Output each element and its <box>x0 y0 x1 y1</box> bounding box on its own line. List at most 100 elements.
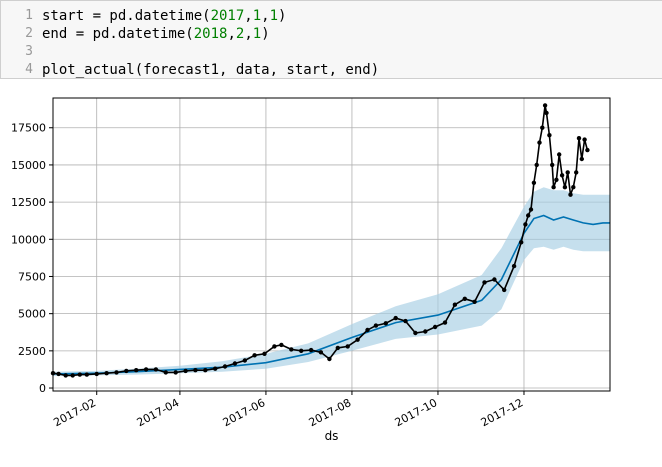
actual-point <box>523 222 528 227</box>
actual-point <box>554 177 559 182</box>
actual-point <box>393 315 398 321</box>
actual-point <box>585 147 590 153</box>
actual-point <box>528 207 534 212</box>
actual-point <box>383 321 388 326</box>
code-token: ) <box>278 8 287 24</box>
x-tick-label: 2017-06 <box>221 396 268 429</box>
actual-point <box>114 370 119 375</box>
y-tick-label: 5000 <box>18 308 46 321</box>
actual-point <box>327 356 332 362</box>
actual-point <box>544 110 549 116</box>
actual-point <box>163 370 168 375</box>
actual-point <box>143 367 149 372</box>
actual-point <box>579 156 584 162</box>
actual-point <box>413 330 418 336</box>
x-tick-label: 2017-04 <box>135 396 182 429</box>
actual-point <box>574 170 579 175</box>
actual-point <box>355 337 360 342</box>
actual-point <box>335 345 340 351</box>
actual-point <box>492 277 497 282</box>
actual-point <box>94 371 99 377</box>
code-token: , <box>261 8 270 24</box>
actual-point <box>262 351 267 356</box>
actual-point <box>534 162 539 168</box>
forecast-chart: 0 2500 5000 7500 10000 12500 15000 17500 2017-02… <box>11 97 611 443</box>
actual-point <box>193 368 198 373</box>
y-tick-label: 17500 <box>11 122 46 135</box>
actual-point <box>56 371 61 377</box>
code-token: end = pd.datetime( <box>42 26 194 42</box>
actual-point <box>232 361 238 366</box>
y-tick-label: 7500 <box>18 270 46 283</box>
actual-point <box>403 318 408 324</box>
code-token: , <box>244 26 253 42</box>
axes-frame <box>52 97 611 392</box>
actual-point <box>557 152 562 157</box>
actual-point <box>279 342 284 348</box>
y-tick-label: 15000 <box>11 159 46 172</box>
actual-point <box>213 366 218 371</box>
actual-point <box>84 372 90 377</box>
x-tick-label: 2017-08 <box>307 396 354 429</box>
y-tick-label: 10000 <box>11 233 46 246</box>
actual-point <box>511 263 517 269</box>
code-line: plot_actual(forecast1, data, start, end) <box>42 61 379 79</box>
line-number: 3 <box>25 44 33 59</box>
code-number-token: 2018 <box>193 26 228 42</box>
code-number-token: 1 <box>252 26 262 42</box>
actual-point <box>423 329 428 334</box>
actual-point <box>442 320 448 325</box>
actual-point <box>582 137 587 142</box>
actual-point <box>540 125 545 130</box>
actual-point <box>203 368 208 373</box>
code-number-token: 2 <box>235 26 245 42</box>
actual-point <box>222 364 228 369</box>
actual-point <box>173 370 178 375</box>
code-token: , <box>227 26 236 42</box>
code-token: plot_actual(forecast1, data, start, end) <box>42 62 380 78</box>
actual-point <box>519 240 524 245</box>
code-line: end = pd.datetime(2018,2,1) <box>42 25 270 43</box>
line-number-gutter: 1 2 3 4 <box>1 1 35 78</box>
x-tick-label: 2017-12 <box>479 396 526 429</box>
actual-point <box>63 373 68 378</box>
actual-point <box>308 347 314 353</box>
x-tick-label: 2017-02 <box>51 396 98 429</box>
actual-point <box>559 173 565 178</box>
actual-point <box>502 287 507 293</box>
actual-point <box>77 372 83 377</box>
actual-point <box>365 327 370 333</box>
code-line: start = pd.datetime(2017,1,1) <box>42 7 286 25</box>
actual-point <box>299 348 304 353</box>
actual-point <box>571 185 576 190</box>
actual-point <box>452 302 458 307</box>
actual-point <box>124 368 129 374</box>
actual-point <box>272 344 277 349</box>
actual-point <box>472 299 477 304</box>
line-number: 1 <box>25 8 33 23</box>
actual-point <box>562 185 568 190</box>
actual-point <box>289 347 294 352</box>
actual-point <box>568 192 573 197</box>
actual-point <box>373 323 379 328</box>
code-number-token: 2017 <box>210 8 245 24</box>
actual-point <box>542 103 548 108</box>
code-token: , <box>244 8 253 24</box>
actual-point <box>183 368 188 374</box>
code-number-token: 1 <box>252 8 262 24</box>
actual-point <box>547 133 552 138</box>
actual-point <box>432 324 438 330</box>
actual-point <box>252 353 257 358</box>
actual-point <box>526 213 531 218</box>
actual-point <box>576 136 582 141</box>
line-number: 2 <box>25 26 33 41</box>
code-token: ) <box>261 26 270 42</box>
actual-point <box>565 170 570 175</box>
x-tick-label: 2017-10 <box>393 396 440 429</box>
y-tick-label: 0 <box>39 382 46 395</box>
actual-point <box>537 140 542 145</box>
actual-point <box>70 373 75 378</box>
actual-point <box>153 367 159 372</box>
x-axis-label: ds <box>325 429 339 443</box>
